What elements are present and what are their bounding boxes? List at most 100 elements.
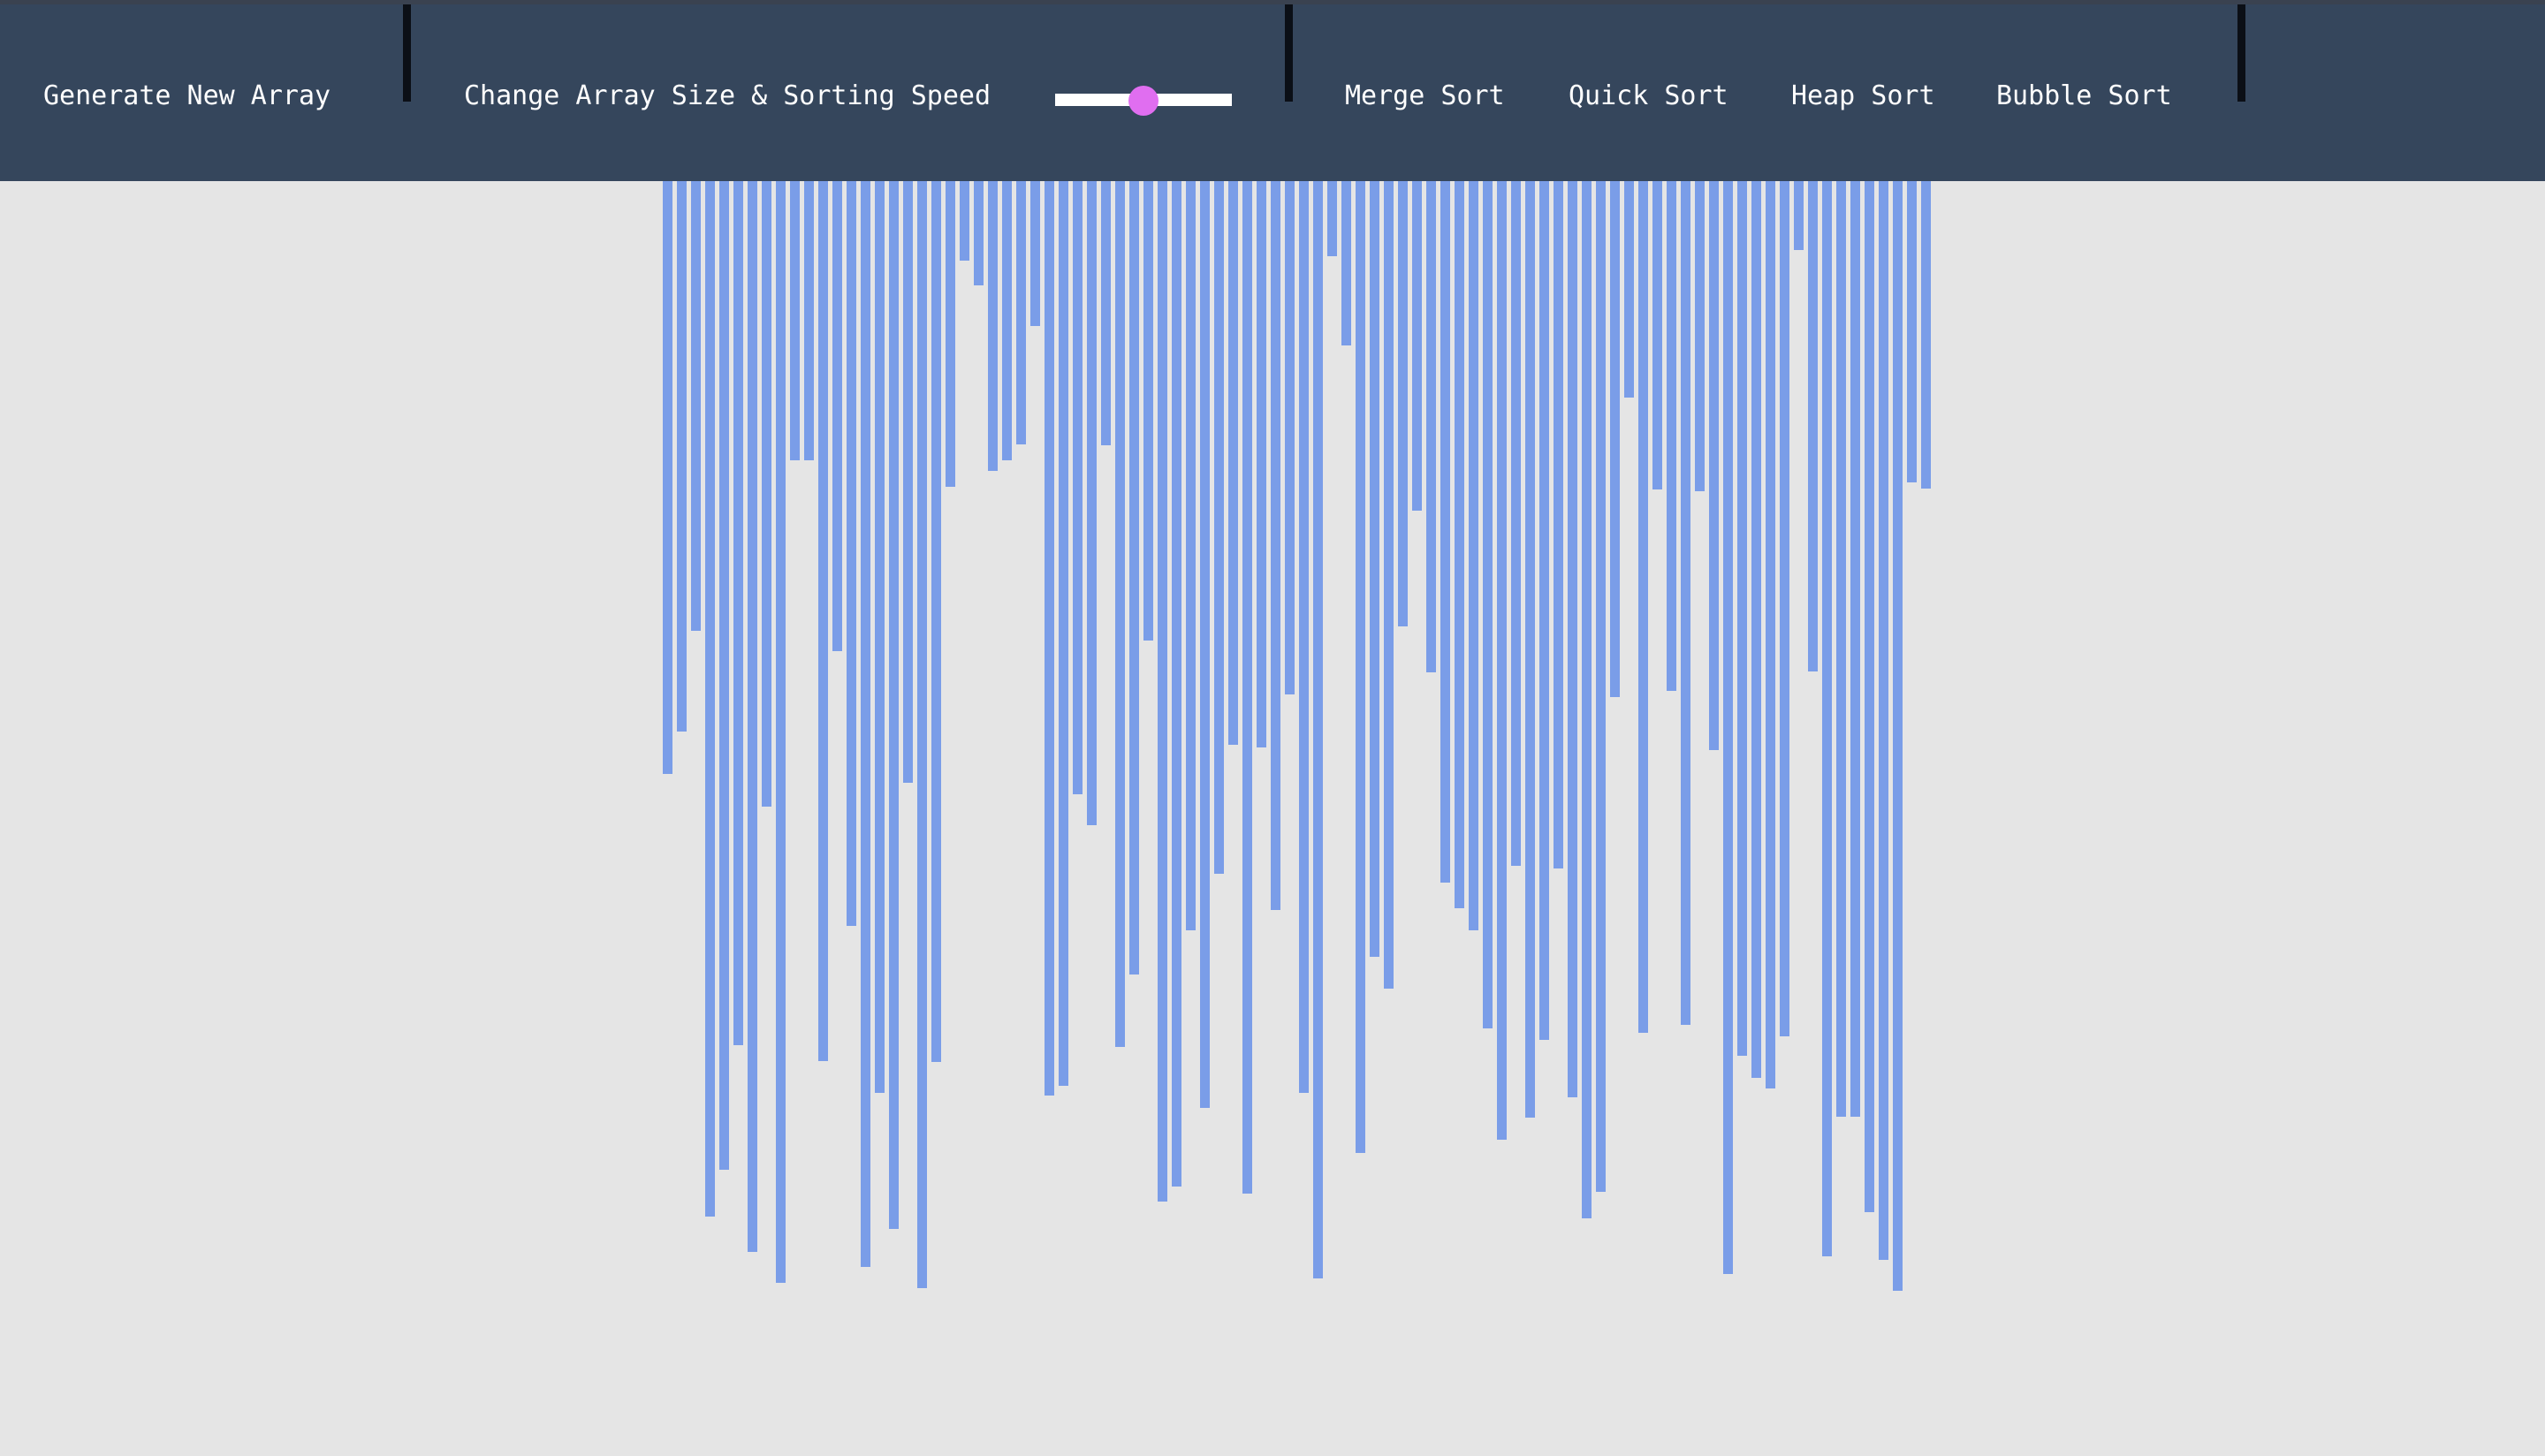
array-bar <box>691 181 701 631</box>
array-bar <box>677 181 687 732</box>
array-bar <box>1865 181 1874 1212</box>
array-bar <box>1836 181 1846 1117</box>
array-bar <box>1172 181 1181 1187</box>
array-bar <box>1398 181 1408 626</box>
array-bar <box>875 181 885 1093</box>
generate-new-array-button[interactable]: Generate New Array <box>43 80 331 111</box>
array-bar <box>1045 181 1054 1096</box>
array-bar <box>1158 181 1167 1202</box>
array-bar <box>762 181 771 807</box>
array-bar <box>1921 181 1931 489</box>
array-bar <box>1016 181 1026 444</box>
array-bar <box>1794 181 1804 250</box>
array-bar <box>733 181 743 1045</box>
array-bar <box>1695 181 1705 491</box>
navbar: Generate New Array Change Array Size & S… <box>0 4 2545 181</box>
array-bar <box>1271 181 1280 910</box>
array-bar <box>832 181 842 651</box>
array-bar <box>1455 181 1464 908</box>
merge-sort-button[interactable]: Merge Sort <box>1345 80 1505 111</box>
array-bar <box>1073 181 1083 794</box>
array-bar <box>1554 181 1563 868</box>
array-bar <box>1709 181 1719 750</box>
array-bar <box>988 181 998 471</box>
array-bar <box>1596 181 1606 1192</box>
array-bar <box>1582 181 1592 1218</box>
navbar-divider <box>1285 4 1293 102</box>
array-bar <box>1469 181 1478 930</box>
array-bar <box>1115 181 1125 1047</box>
array-bar <box>1257 181 1266 747</box>
array-bar <box>847 181 856 926</box>
array-bar <box>1186 181 1196 930</box>
array-bar <box>1780 181 1789 1036</box>
array-bar <box>1341 181 1351 345</box>
array-bar <box>818 181 828 1061</box>
array-bar <box>1228 181 1238 745</box>
array-bar <box>1907 181 1917 482</box>
window-top-strip <box>0 0 2545 4</box>
array-bar <box>1525 181 1535 1118</box>
array-bar <box>1723 181 1733 1274</box>
array-bar <box>974 181 984 285</box>
array-bar <box>1143 181 1153 641</box>
array-bar <box>1766 181 1775 1088</box>
array-bar <box>1667 181 1676 691</box>
array-bar <box>1426 181 1436 672</box>
array-bar <box>1440 181 1450 883</box>
array-bar <box>1242 181 1252 1194</box>
array-bar <box>1652 181 1662 489</box>
array-bar <box>1200 181 1210 1108</box>
array-bar <box>1808 181 1818 671</box>
array-bar <box>776 181 786 1283</box>
array-bar <box>1384 181 1394 989</box>
array-size-speed-label: Change Array Size & Sorting Speed <box>464 80 991 111</box>
array-bar <box>1313 181 1323 1278</box>
array-bar <box>1002 181 1012 460</box>
array-bar <box>1568 181 1577 1097</box>
array-bar <box>931 181 941 1062</box>
array-bar <box>1101 181 1111 445</box>
array-bar <box>1059 181 1068 1086</box>
array-bar <box>1497 181 1507 1140</box>
array-bar <box>1610 181 1620 697</box>
navbar-divider <box>403 4 411 102</box>
array-bar <box>719 181 729 1170</box>
array-bar <box>1638 181 1648 1033</box>
heap-sort-button[interactable]: Heap Sort <box>1791 80 1935 111</box>
quick-sort-button[interactable]: Quick Sort <box>1569 80 1728 111</box>
array-bar <box>1214 181 1224 874</box>
array-bar <box>946 181 955 487</box>
array-bar <box>1327 181 1337 256</box>
array-bar <box>1129 181 1139 974</box>
array-bar <box>960 181 969 261</box>
array-bar <box>1030 181 1040 326</box>
array-bar <box>903 181 913 783</box>
array-bar <box>790 181 800 460</box>
array-bar <box>705 181 715 1217</box>
array-bar <box>1624 181 1634 398</box>
array-bar <box>917 181 927 1288</box>
array-bar <box>889 181 899 1229</box>
array-bar <box>1822 181 1832 1256</box>
bubble-sort-button[interactable]: Bubble Sort <box>1996 80 2172 111</box>
array-bar <box>1850 181 1860 1117</box>
array-bars-container <box>0 181 2545 1456</box>
array-bar <box>1087 181 1097 825</box>
array-bar <box>1879 181 1888 1260</box>
array-bar <box>1511 181 1521 866</box>
array-bar <box>1285 181 1295 694</box>
array-bar <box>861 181 870 1267</box>
array-bar <box>748 181 757 1252</box>
array-bar <box>1412 181 1422 511</box>
array-bar <box>1299 181 1309 1093</box>
array-bar <box>1737 181 1747 1056</box>
array-bar <box>1356 181 1365 1153</box>
slider-thumb[interactable] <box>1128 86 1159 116</box>
array-bar <box>1751 181 1761 1078</box>
array-bar <box>1539 181 1549 1040</box>
array-bar <box>804 181 814 460</box>
array-bar <box>1893 181 1903 1291</box>
array-bar <box>1681 181 1690 1025</box>
array-bar <box>1483 181 1493 1028</box>
